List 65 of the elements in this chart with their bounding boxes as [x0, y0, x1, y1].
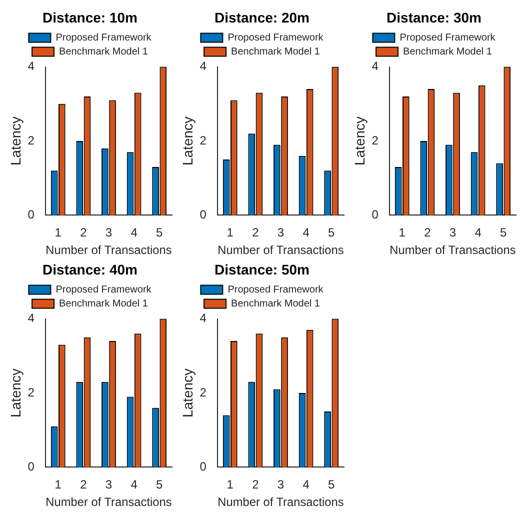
chart-title: Distance: 50m [214, 261, 310, 278]
y-tick-label: 4 [200, 311, 207, 326]
x-tick-label: 2 [252, 478, 260, 492]
x-tick-label: 3 [277, 478, 284, 492]
x-tick-label: 3 [105, 478, 112, 492]
chart-title: Distance: 40m [42, 261, 138, 278]
x-tick-label: 1 [54, 478, 62, 492]
y-tick-label: 0 [28, 208, 35, 222]
y-tick-label: 0 [200, 208, 207, 222]
legend-label: Benchmark Model 1 [231, 46, 320, 58]
legend-label: Proposed Framework [400, 32, 496, 44]
x-tick-label: 1 [54, 226, 62, 240]
legend-label: Benchmark Model 1 [59, 46, 148, 58]
y-tick-label: 0 [372, 208, 379, 222]
x-tick-label: 5 [328, 478, 336, 492]
x-tick-label: 2 [80, 478, 88, 492]
y-tick-label: 2 [28, 385, 35, 400]
x-tick-label: 2 [252, 226, 260, 240]
x-axis-title: Number of Transactions [218, 495, 344, 510]
legend-label: Proposed Framework [228, 32, 324, 44]
x-tick-label: 2 [80, 226, 88, 240]
x-axis-title: Number of Transactions [46, 243, 172, 258]
legend-label: Benchmark Model 1 [59, 298, 148, 310]
y-tick-label: 0 [28, 460, 35, 474]
x-tick-label: 1 [398, 226, 406, 240]
x-tick-label: 1 [226, 226, 234, 240]
y-axis-title: Latency [7, 116, 24, 166]
x-tick-label: 3 [449, 226, 456, 240]
y-axis-title: Latency [7, 368, 24, 418]
x-tick-label: 4 [302, 478, 310, 492]
x-tick-label: 5 [156, 478, 164, 492]
x-tick-label: 5 [500, 226, 508, 240]
y-tick-label: 2 [200, 133, 207, 148]
y-tick-label: 2 [372, 133, 379, 148]
y-tick-label: 0 [200, 460, 207, 474]
y-tick-label: 2 [28, 133, 35, 148]
x-tick-label: 5 [156, 226, 164, 240]
x-tick-label: 3 [277, 226, 284, 240]
x-axis-title: Number of Transactions [390, 243, 516, 258]
y-tick-label: 4 [372, 59, 379, 74]
y-tick-label: 4 [28, 59, 35, 74]
x-axis-title: Number of Transactions [46, 495, 172, 510]
legend-label: Benchmark Model 1 [403, 46, 492, 58]
x-tick-label: 3 [105, 226, 112, 240]
x-axis-title: Number of Transactions [218, 243, 344, 258]
legend-label: Benchmark Model 1 [231, 298, 320, 310]
chart-title: Distance: 30m [386, 9, 482, 26]
legend-label: Proposed Framework [56, 284, 152, 296]
x-tick-label: 2 [424, 226, 432, 240]
x-tick-label: 1 [226, 478, 234, 492]
x-tick-label: 4 [130, 478, 138, 492]
y-axis-title: Latency [179, 116, 196, 166]
y-axis-title: Latency [351, 116, 368, 166]
legend-label: Proposed Framework [228, 284, 324, 296]
y-tick-label: 2 [200, 385, 207, 400]
x-tick-label: 4 [130, 226, 138, 240]
chart-title: Distance: 20m [214, 9, 310, 26]
legend-label: Proposed Framework [56, 32, 152, 44]
y-axis-title: Latency [179, 368, 196, 418]
x-tick-label: 5 [328, 226, 336, 240]
x-tick-label: 4 [302, 226, 310, 240]
chart-title: Distance: 10m [42, 9, 138, 26]
y-tick-label: 4 [200, 59, 207, 74]
x-tick-label: 4 [474, 226, 482, 240]
y-tick-label: 4 [28, 311, 35, 326]
